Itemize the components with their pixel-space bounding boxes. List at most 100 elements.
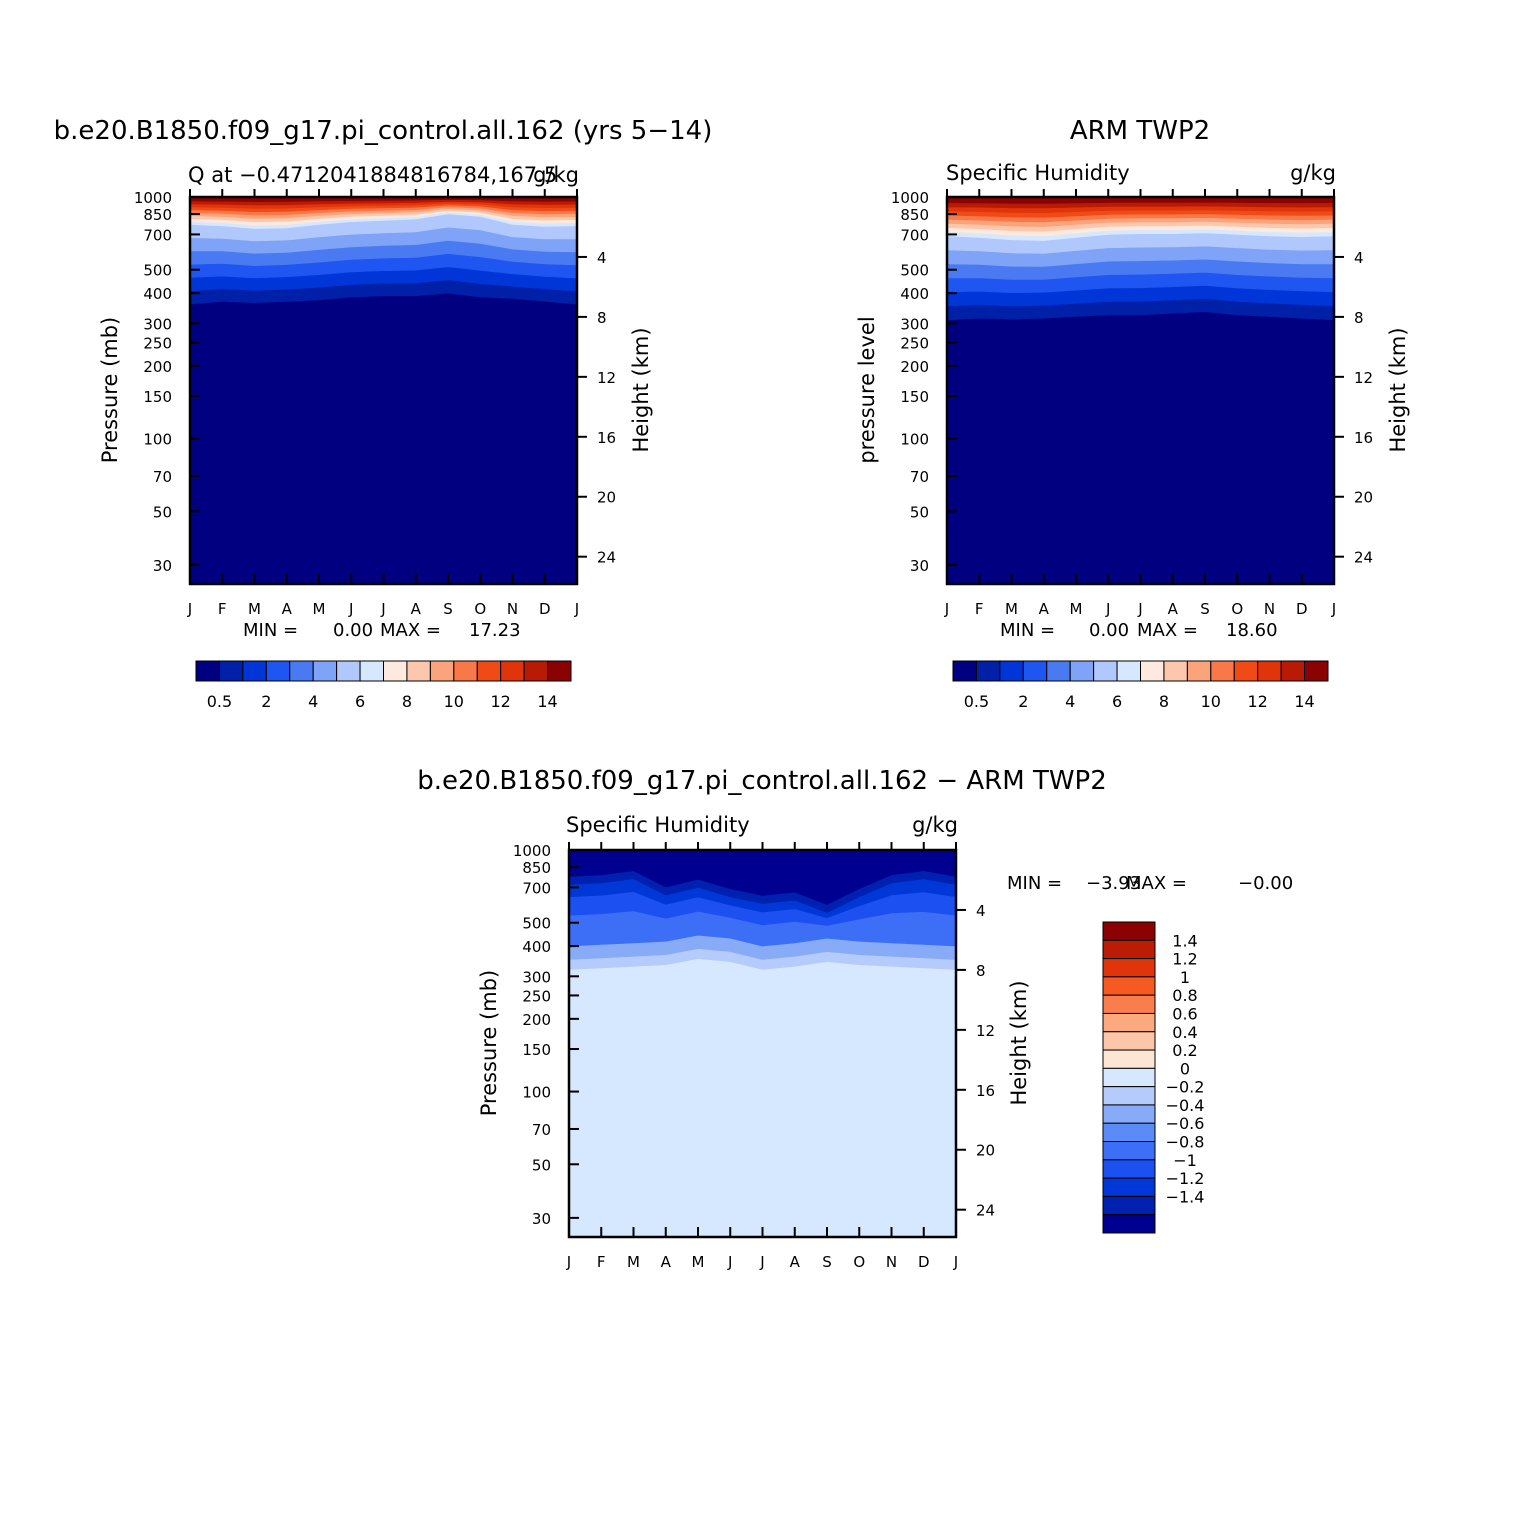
panel-diff-subtitle: Specific Humidity — [566, 813, 750, 837]
panel-model-units: g/kg — [533, 163, 579, 187]
x-tick-label: J — [574, 600, 579, 618]
panel-diff-colorbar: 1.41.210.80.60.40.20−0.2−0.4−0.6−0.8−1−1… — [1102, 921, 1205, 1234]
x-tick-label: J — [1137, 600, 1142, 618]
colorbar-label: 6 — [1112, 692, 1122, 711]
colorbar-label: −1 — [1173, 1151, 1197, 1170]
panel-diff-ylabel: Pressure (mb) — [477, 970, 501, 1117]
y-right-tick-label: 20 — [597, 489, 616, 507]
colorbar-label: 0.5 — [964, 692, 989, 711]
y-tick-label: 400 — [143, 285, 172, 303]
panel-obs-min-value: 0.00 — [1089, 620, 1129, 641]
colorbar-label: 8 — [402, 692, 412, 711]
x-tick-label: N — [886, 1253, 897, 1271]
panel-model-colorbar: 0.5 2 4 6 8 10 12 14 — [195, 660, 572, 711]
x-tick-label: A — [661, 1253, 672, 1271]
y-tick-label: 150 — [900, 388, 929, 406]
y-tick-label: 300 — [143, 315, 172, 333]
y-tick-label: 30 — [910, 557, 929, 575]
colorbar-box — [1102, 958, 1156, 978]
colorbar-box — [1116, 660, 1141, 682]
colorbar-box — [1102, 1122, 1156, 1143]
panel-obs-colorbar: 0.5 2 4 6 8 10 12 14 — [952, 660, 1329, 711]
panel-diff-ylabel-right: Height (km) — [1007, 980, 1031, 1105]
x-tick-label: J — [727, 1253, 732, 1271]
panel-obs-min-label: MIN = — [1000, 620, 1055, 641]
colorbar-box — [1102, 1214, 1156, 1234]
colorbar-label: 0.2 — [1172, 1041, 1197, 1060]
x-tick-label: F — [597, 1253, 606, 1271]
colorbar-box — [265, 660, 291, 682]
panel-obs-field — [946, 196, 1335, 584]
colorbar-box — [1210, 660, 1235, 682]
panel-obs-title: ARM TWP2 — [1070, 116, 1210, 146]
panel-diff: b.e20.B1850.f09_g17.pi_control.all.162 −… — [417, 766, 1293, 1271]
x-tick-label: F — [975, 600, 984, 618]
colorbar-box — [975, 660, 1001, 682]
colorbar-box — [195, 660, 220, 682]
colorbar-label: 4 — [1065, 692, 1075, 711]
y-tick-label: 50 — [532, 1156, 551, 1174]
colorbar-label: −0.2 — [1166, 1078, 1205, 1097]
panel-diff-units: g/kg — [912, 813, 958, 837]
colorbar-box — [1102, 939, 1156, 960]
colorbar-box — [1257, 660, 1282, 682]
x-tick-label: A — [790, 1253, 801, 1271]
y-tick-label: 1000 — [891, 189, 929, 207]
y-tick-label: 30 — [532, 1210, 551, 1228]
y-tick-label: 100 — [522, 1084, 551, 1102]
panel-diff-max-value: −0.00 — [1238, 873, 1293, 894]
colorbar-box — [218, 660, 244, 682]
y-right-tick-label: 12 — [976, 1022, 995, 1040]
colorbar-box — [523, 660, 549, 682]
colorbar-box — [1233, 660, 1259, 682]
panel-obs-ylabel-right: Height (km) — [1386, 327, 1410, 452]
colorbar-box — [359, 660, 384, 682]
colorbar-box — [500, 660, 525, 682]
x-tick-label: J — [1105, 600, 1110, 618]
x-tick-label: J — [953, 1253, 958, 1271]
colorbar-box — [1046, 660, 1071, 682]
x-tick-label: O — [853, 1253, 865, 1271]
colorbar-box — [1102, 1012, 1156, 1033]
colorbar-label: −0.8 — [1166, 1133, 1205, 1152]
panel-obs-ylabel: pressure level — [855, 316, 879, 463]
colorbar-label: 1 — [1180, 968, 1190, 987]
y-tick-label: 250 — [900, 334, 929, 352]
colorbar-box — [1186, 660, 1212, 682]
colorbar-box — [1102, 1067, 1156, 1088]
x-tick-label: O — [474, 600, 486, 618]
panel-diff-min-label: MIN = — [1007, 873, 1062, 894]
x-tick-label: S — [443, 600, 453, 618]
y-tick-label: 70 — [153, 468, 172, 486]
x-tick-label: J — [759, 1253, 764, 1271]
x-tick-label: D — [1296, 600, 1308, 618]
y-tick-label: 400 — [900, 285, 929, 303]
panel-obs-max-label: MAX = — [1137, 620, 1198, 641]
colorbar-label: 12 — [491, 692, 511, 711]
colorbar-box — [453, 660, 478, 682]
x-tick-label: N — [507, 600, 518, 618]
colorbar-label: 0.4 — [1172, 1023, 1197, 1042]
colorbar-label: 1.4 — [1172, 931, 1197, 950]
panel-diff-min-value: −3.93 — [1086, 873, 1141, 894]
colorbar-label: 2 — [1018, 692, 1028, 711]
panel-model-field — [189, 196, 578, 584]
x-tick-label: M — [692, 1253, 705, 1271]
x-tick-label: O — [1231, 600, 1243, 618]
colorbar-label: 14 — [537, 692, 557, 711]
colorbar-label: −1.2 — [1166, 1169, 1205, 1188]
colorbar-label: 0.5 — [207, 692, 232, 711]
colorbar-box — [476, 660, 502, 682]
colorbar-label: 1.2 — [1172, 950, 1197, 969]
y-right-tick-label: 24 — [976, 1202, 995, 1220]
y-tick-label: 850 — [143, 206, 172, 224]
panel-model-min-value: 0.00 — [333, 620, 373, 641]
colorbar-box — [1102, 994, 1156, 1014]
y-tick-label: 700 — [143, 226, 172, 244]
y-tick-label: 850 — [900, 206, 929, 224]
panel-diff-max-label: MAX = — [1126, 873, 1187, 894]
y-tick-label: 1000 — [513, 842, 551, 860]
panel-model-ylabel-right: Height (km) — [629, 327, 653, 452]
